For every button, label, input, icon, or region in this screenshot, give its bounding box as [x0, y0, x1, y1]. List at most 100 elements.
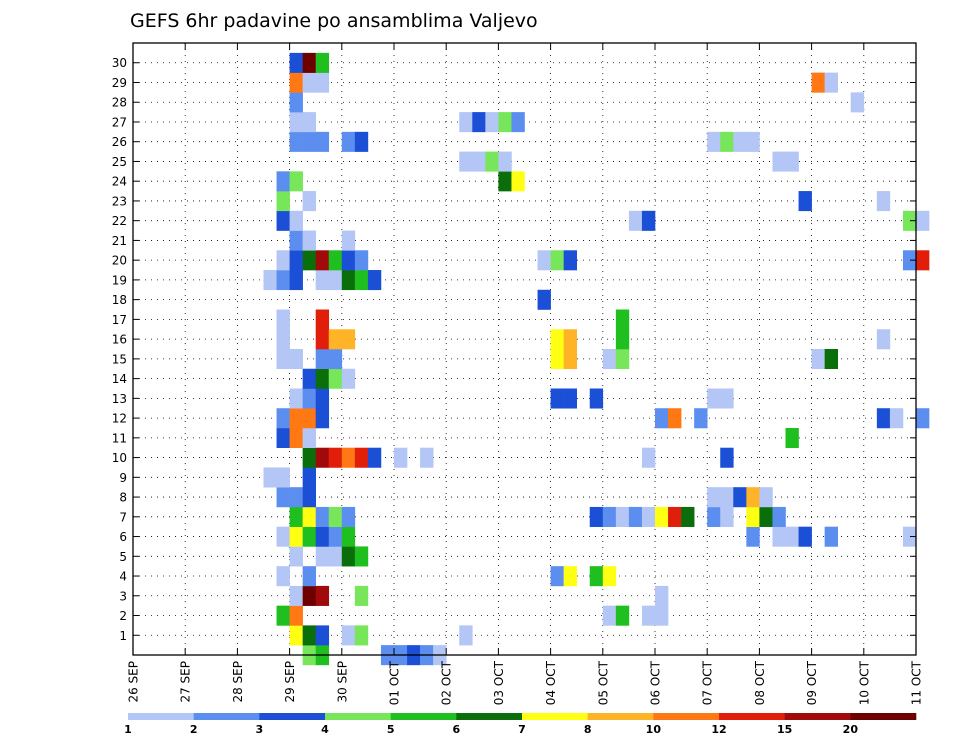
y-tick-label: 15: [112, 352, 127, 366]
heatmap-cell: [289, 52, 303, 73]
heatmap-cell: [681, 506, 695, 527]
y-tick-label: 26: [112, 135, 127, 149]
heatmap-cell: [354, 250, 369, 271]
y-tick-label: 30: [112, 56, 127, 70]
heatmap-cell: [328, 526, 343, 547]
y-tick-label: 20: [112, 254, 127, 268]
heatmap-cell: [367, 270, 382, 291]
x-tick-label: 27 SEP: [179, 661, 193, 703]
heatmap-cell: [916, 250, 930, 271]
heatmap-cell: [498, 112, 512, 133]
x-tick-label: 01 OCT: [388, 660, 402, 705]
colorbar: 1 2 3 4 5 6 7 8 10 12 15 20: [124, 713, 917, 736]
heatmap-cell: [315, 309, 330, 330]
heatmap-cell: [720, 487, 734, 508]
heatmap-cell: [563, 329, 577, 350]
x-tick-label: 29 SEP: [283, 661, 297, 703]
heatmap-cell: [276, 191, 290, 212]
heatmap-cell: [302, 625, 316, 646]
heatmap-cell: [876, 408, 891, 429]
heatmap-cell: [798, 191, 812, 212]
y-tick-label: 21: [112, 234, 127, 248]
heatmap-cell: [276, 526, 290, 547]
heatmap-cell: [263, 270, 277, 291]
heatmap-cell: [341, 329, 356, 350]
heatmap-cell: [341, 506, 356, 527]
heatmap-cell: [289, 131, 303, 152]
x-tick-label: 10 OCT: [857, 660, 871, 705]
x-tick-label: 09 OCT: [805, 660, 819, 705]
heatmap-cell: [276, 270, 290, 291]
heatmap-cell: [472, 151, 486, 172]
heatmap-cell: [302, 447, 316, 468]
heatmap-cell: [276, 210, 290, 231]
heatmap-cell: [276, 566, 290, 587]
heatmap-cell: [655, 585, 669, 606]
y-tick-label: 4: [119, 570, 127, 584]
y-axis-labels: 1234567891011121314151617181920212223242…: [112, 56, 127, 643]
heatmap-cell: [563, 566, 577, 587]
heatmap-cell: [889, 408, 904, 429]
heatmap-cell: [902, 526, 917, 547]
heatmap-cell: [302, 427, 316, 449]
heatmap-cell: [315, 52, 330, 73]
heatmap-cell: [746, 131, 760, 152]
heatmap-cell: [276, 329, 290, 350]
heatmap-cell: [550, 329, 564, 350]
heatmap-cell: [615, 506, 630, 527]
heatmap-cell: [628, 506, 643, 527]
colorbar-segment: [456, 713, 523, 720]
heatmap-cell: [785, 526, 799, 547]
heatmap-cell: [707, 487, 721, 508]
heatmap-cell: [420, 447, 434, 468]
heatmap-cell: [315, 408, 330, 429]
heatmap-cell: [315, 388, 330, 409]
heatmap-cell: [289, 605, 303, 626]
heatmap-cell: [707, 506, 721, 527]
heatmap-cell: [328, 349, 343, 370]
heatmap-cell: [498, 151, 512, 172]
heatmap-cell: [341, 131, 356, 152]
heatmap-cell: [289, 585, 303, 606]
colorbar-segment: [193, 713, 260, 720]
colorbar-segment: [390, 713, 457, 720]
heatmap-cell: [602, 349, 617, 370]
heatmap-cell: [641, 210, 656, 231]
heatmap-cell: [824, 349, 838, 370]
heatmap-cell: [720, 447, 734, 468]
heatmap-cell: [354, 546, 369, 567]
y-tick-label: 1: [119, 629, 127, 643]
y-tick-label: 17: [112, 313, 127, 327]
chart-title: GEFS 6hr padavine po ansamblima Valjevo: [130, 10, 538, 32]
heatmap-cell: [315, 447, 330, 468]
y-tick-label: 28: [112, 96, 127, 110]
heatmap-cell: [289, 506, 303, 527]
heatmap-cell: [733, 487, 747, 508]
y-tick-label: 3: [119, 589, 127, 603]
y-tick-label: 27: [112, 115, 127, 129]
heatmap-cell: [341, 368, 356, 389]
heatmap-cell: [302, 526, 316, 547]
heatmap-cell: [354, 447, 369, 468]
heatmap-cell: [537, 289, 551, 310]
heatmap-cell: [341, 270, 356, 291]
heatmap-cell: [302, 408, 316, 429]
heatmap-cell: [276, 349, 290, 370]
heatmap-cell: [720, 131, 734, 152]
heatmap-cell: [315, 625, 330, 646]
heatmap-cell: [276, 487, 290, 508]
heatmap-cell: [341, 625, 356, 646]
y-tick-label: 8: [119, 491, 127, 505]
heatmap-cell: [785, 427, 799, 449]
heatmap-cell: [341, 447, 356, 468]
heatmap-cell: [354, 585, 369, 606]
heatmap-cell: [289, 487, 303, 508]
heatmap-cell: [394, 447, 408, 468]
x-tick-label: 04 OCT: [544, 660, 558, 705]
heatmap-cell: [772, 526, 786, 547]
heatmap-cell: [302, 191, 316, 212]
colorbar-label: 7: [518, 723, 526, 736]
x-tick-label: 26 SEP: [127, 661, 141, 703]
colorbar-segment: [653, 713, 720, 720]
